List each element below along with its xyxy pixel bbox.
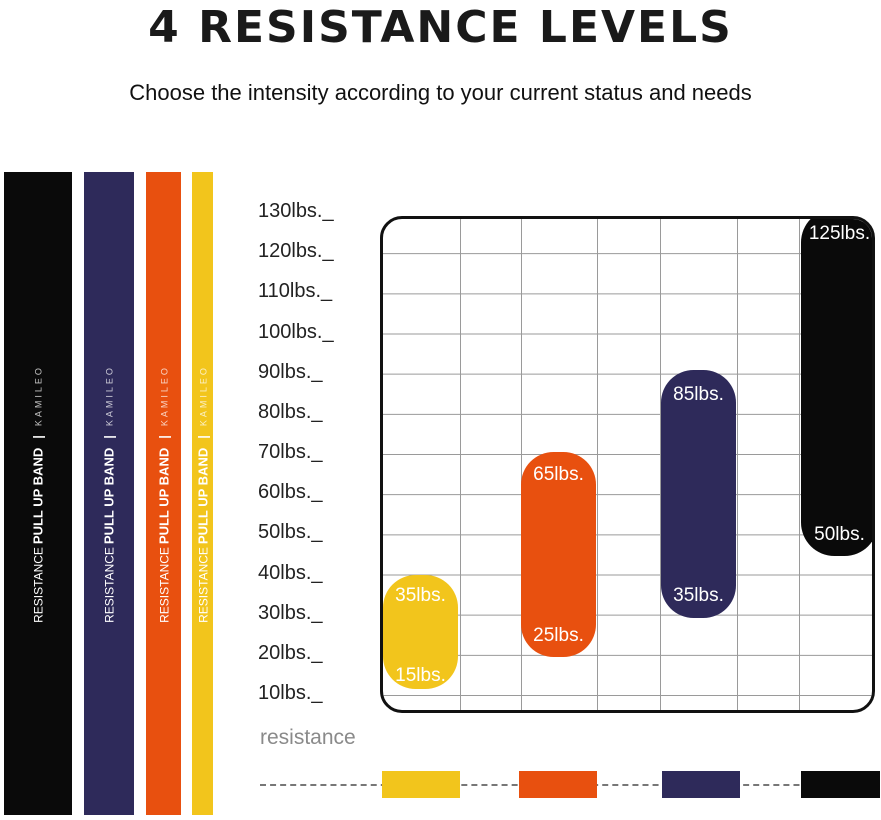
band-label: RESISTANCE PULL UP BAND | KAMILEO (102, 365, 117, 623)
y-tick-label: 50lbs._ (258, 521, 323, 544)
y-tick-label: 30lbs._ (258, 601, 323, 624)
band-label-separator: | (101, 434, 117, 439)
x-axis-label: resistance (260, 726, 356, 749)
range-bar (383, 574, 458, 689)
band-label: RESISTANCE PULL UP BAND | KAMILEO (156, 365, 171, 623)
band-strip: RESISTANCE PULL UP BAND | KAMILEO (192, 172, 213, 815)
bar-high-label: 125lbs. (808, 223, 871, 245)
range-bar (801, 219, 872, 557)
band-label-brand: KAMILEO (33, 364, 43, 426)
band-label-type: PULL UP BAND (195, 447, 210, 544)
y-tick-label: 90lbs._ (258, 360, 323, 383)
page-subtitle: Choose the intensity according to your c… (129, 80, 752, 105)
band-label-resistance: RESISTANCE (156, 546, 171, 623)
band-label-brand: KAMILEO (197, 364, 208, 426)
legend-swatch (519, 771, 597, 798)
legend-swatch (801, 771, 880, 798)
y-tick-label: 100lbs._ (258, 320, 334, 343)
range-bar (521, 452, 596, 657)
bar-high-label: 35lbs. (395, 584, 446, 606)
band-label-resistance: RESISTANCE (31, 546, 45, 623)
y-tick-label: 80lbs._ (258, 400, 323, 423)
bar-low-label: 25lbs. (533, 624, 584, 646)
y-tick-label: 130lbs._ (258, 200, 334, 222)
legend-swatch (662, 771, 740, 798)
y-tick-label: 20lbs._ (258, 641, 323, 664)
band-label-brand: KAMILEO (104, 364, 114, 426)
band-label: RESISTANCE PULL UP BAND | KAMILEO (195, 365, 210, 623)
band-strip: RESISTANCE PULL UP BAND | KAMILEO (146, 172, 181, 815)
bar-low-label: 50lbs. (814, 524, 865, 546)
page-title: 4 RESISTANCE LEVELS (148, 2, 733, 53)
range-bar (661, 369, 736, 618)
y-tick-label: 70lbs._ (258, 441, 323, 463)
band-label-type: PULL UP BAND (156, 447, 171, 544)
band-label-separator: | (30, 434, 46, 439)
band-strip: RESISTANCE PULL UP BAND | KAMILEO (84, 172, 134, 815)
bar-high-label: 85lbs. (673, 383, 724, 405)
y-tick-label: 40lbs._ (258, 561, 323, 584)
resistance-chart: 35lbs. 15lbs. 65lbs. 25lbs. 85lbs. 35lbs. 125l… (380, 216, 875, 713)
band-label-brand: KAMILEO (158, 364, 169, 426)
y-tick-label: 60lbs._ (258, 481, 323, 504)
chart-grid (383, 219, 872, 710)
band-strip: RESISTANCE PULL UP BAND | KAMILEO (4, 172, 72, 815)
y-tick-label: 110lbs._ (258, 280, 333, 303)
bar-low-label: 35lbs. (673, 584, 724, 606)
legend-swatch (382, 771, 460, 798)
bar-low-label: 15lbs. (395, 664, 446, 686)
band-label-type: PULL UP BAND (101, 447, 117, 544)
band-label-separator: | (195, 434, 210, 439)
bar-high-label: 65lbs. (533, 464, 584, 486)
band-label-type: PULL UP BAND (30, 447, 46, 544)
y-tick-label: 120lbs._ (258, 240, 334, 263)
band-label: RESISTANCE PULL UP BAND | KAMILEO (31, 365, 46, 623)
band-label-resistance: RESISTANCE (102, 546, 116, 623)
band-label-resistance: RESISTANCE (195, 546, 210, 623)
band-label-separator: | (156, 434, 171, 439)
y-tick-label: 10lbs._ (258, 682, 323, 704)
